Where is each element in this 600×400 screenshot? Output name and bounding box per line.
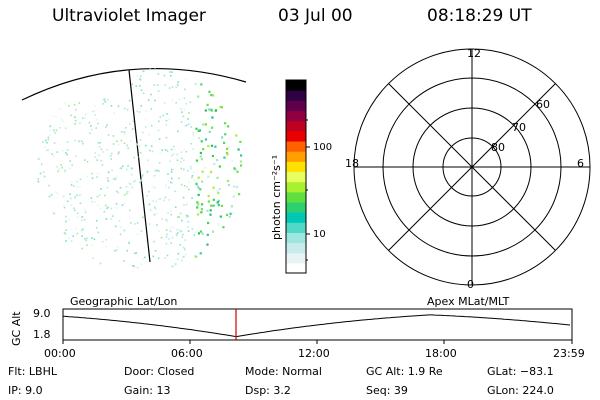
colorbar-cell — [286, 252, 306, 264]
timeline-y-label-min: 1.8 — [33, 328, 51, 341]
colorbar — [285, 79, 310, 274]
lat-label-80: 80 — [491, 141, 505, 154]
timeline-x-label-1: 06:00 — [171, 347, 203, 360]
timeline-left-title: Geographic Lat/Lon — [70, 295, 178, 308]
polar-grid — [353, 48, 591, 286]
info-glat: GLat: −83.1 — [487, 365, 554, 378]
colorbar-tick-100: 100 — [313, 142, 333, 153]
info-seq: Seq: 39 — [366, 384, 408, 397]
colorbar-cell — [286, 181, 306, 193]
instrument-title: Ultraviolet Imager — [52, 6, 206, 26]
colorbar-cell — [286, 80, 306, 91]
terminator-line — [128, 69, 151, 263]
colorbar-cell — [286, 222, 306, 233]
colorbar-cell — [286, 130, 306, 142]
timeline-x-label-0: 00:00 — [44, 347, 76, 360]
mlt-label-12: 12 — [467, 47, 481, 60]
colorbar-cell — [286, 171, 306, 183]
colorbar-cell — [286, 242, 306, 254]
colorbar-unit-label: photon cm⁻²s⁻¹ — [270, 154, 283, 240]
colorbar-cell — [286, 191, 306, 203]
timeline-x-label-2: 12:00 — [298, 347, 330, 360]
altitude-timeline — [62, 308, 573, 344]
uv-image-panel — [21, 67, 247, 269]
info-flt: Flt: LBHL — [8, 365, 57, 378]
info-ip: IP: 9.0 — [8, 384, 43, 397]
info-gcalt: GC Alt: 1.9 Re — [366, 365, 443, 378]
timeline-y-label-max: 9.0 — [33, 307, 51, 320]
colorbar-cell — [286, 232, 306, 244]
colorbar-cell — [286, 151, 306, 162]
colorbar-cell — [286, 262, 306, 274]
aurora-pixels — [37, 68, 243, 269]
colorbar-cell — [286, 120, 306, 132]
colorbar-cell — [286, 212, 306, 223]
date-label: 03 Jul 00 — [278, 6, 353, 26]
time-label: 08:18:29 UT — [427, 6, 532, 26]
timeline-x-label-3: 18:00 — [425, 347, 457, 360]
info-gain: Gain: 13 — [124, 384, 171, 397]
colorbar-frame — [285, 79, 307, 274]
mlt-label-0: 0 — [467, 278, 474, 291]
altitude-curve — [62, 314, 571, 338]
timeline-x-label-4: 23:59 — [553, 347, 585, 360]
info-glon: GLon: 224.0 — [487, 384, 554, 397]
colorbar-cell — [286, 100, 306, 112]
colorbar-cell — [286, 201, 306, 213]
info-mode: Mode: Normal — [245, 365, 322, 378]
lat-label-60: 60 — [536, 98, 550, 111]
colorbar-tick-10: 10 — [313, 229, 326, 240]
polar-diagonal-2 — [388, 83, 556, 251]
colorbar-cell — [286, 90, 306, 101]
image-boundary-arc — [21, 67, 247, 101]
timeline-right-title: Apex MLat/MLT — [427, 295, 510, 308]
info-dsp: Dsp: 3.2 — [245, 384, 291, 397]
colorbar-cell — [286, 110, 306, 122]
colorbar-cell — [286, 161, 306, 173]
info-door: Door: Closed — [124, 365, 195, 378]
mlt-label-18: 18 — [345, 157, 359, 170]
lat-label-70: 70 — [512, 121, 526, 134]
colorbar-cell — [286, 140, 306, 152]
timeline-axis-title: GC Alt — [10, 311, 23, 346]
mlt-label-6: 6 — [577, 157, 584, 170]
